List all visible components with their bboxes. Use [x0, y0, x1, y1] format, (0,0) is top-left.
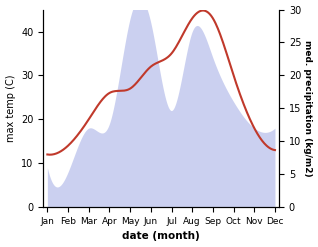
- X-axis label: date (month): date (month): [122, 231, 200, 242]
- Y-axis label: max temp (C): max temp (C): [5, 75, 16, 142]
- Y-axis label: med. precipitation (kg/m2): med. precipitation (kg/m2): [303, 40, 313, 177]
